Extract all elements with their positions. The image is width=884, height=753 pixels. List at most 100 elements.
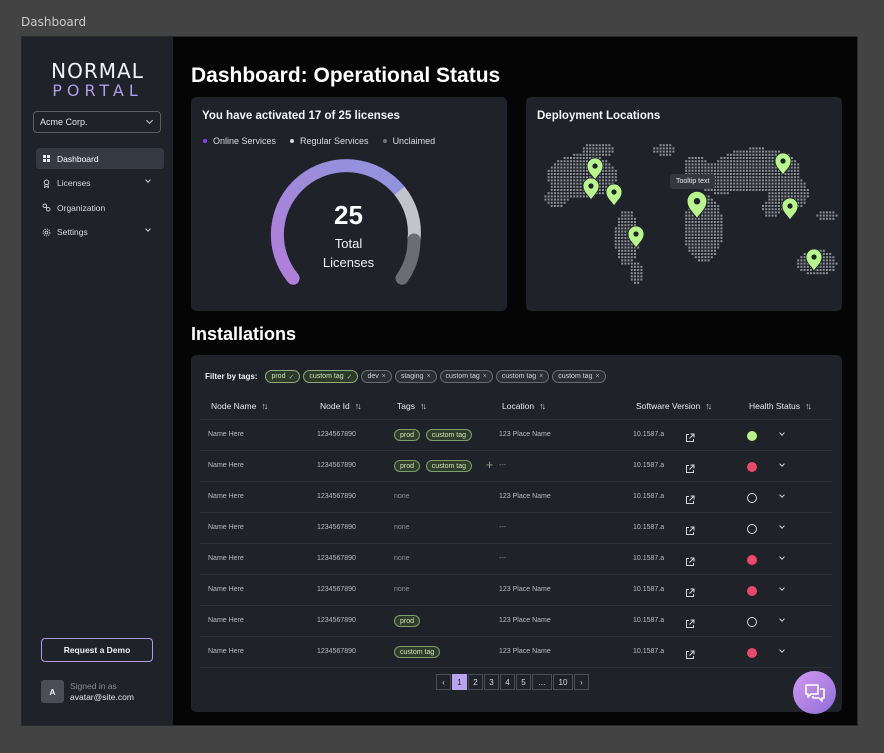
table-row[interactable]: Name Here 1234567890 none 123 Place Name 10.…: [200, 482, 832, 513]
org-select[interactable]: Acme Corp.: [33, 111, 161, 133]
map-dot: [573, 176, 576, 179]
map-dot: [573, 160, 576, 163]
map-dot: [784, 173, 787, 175]
external-link-icon[interactable]: [685, 647, 695, 659]
logo[interactable]: NORMAL PORTAL: [22, 61, 173, 100]
row-tag-chip[interactable]: prod: [394, 460, 421, 472]
chevron-down-icon[interactable]: [779, 647, 785, 653]
table-row[interactable]: Name Here 1234567890 prod custom tag + --- 10.…: [200, 451, 832, 482]
map-dot: [717, 173, 720, 175]
map-dot: [829, 265, 832, 268]
page-button[interactable]: 4: [500, 674, 515, 690]
page-button[interactable]: 1: [452, 674, 467, 690]
page-button[interactable]: ...: [532, 674, 552, 690]
sidebar-item-organization[interactable]: Organization: [36, 197, 164, 218]
table-row[interactable]: Name Here 1234567890 none --- 10.1587.a: [200, 544, 832, 575]
external-link-icon[interactable]: [685, 523, 695, 535]
chevron-down-icon[interactable]: [779, 585, 785, 591]
map-dot: [630, 214, 633, 217]
chevron-down-icon[interactable]: [779, 430, 785, 436]
external-link-icon[interactable]: [685, 492, 695, 504]
node-id-cell: 1234567890: [317, 524, 356, 531]
map-dot: [726, 173, 729, 175]
filter-tag-chip[interactable]: custom tag ✓: [303, 370, 359, 383]
column-node-id[interactable]: Node Id ↑↓: [320, 401, 362, 411]
add-tag-icon[interactable]: +: [485, 457, 494, 472]
row-tag-chip[interactable]: custom tag: [425, 460, 473, 472]
map-pin-icon[interactable]: [582, 177, 600, 201]
chevron-down-icon[interactable]: [779, 554, 785, 560]
filter-tag-chip[interactable]: prod ✓: [265, 370, 301, 383]
map-pin-icon[interactable]: [805, 248, 823, 272]
map-dot: [691, 249, 694, 252]
map-pin-icon[interactable]: [781, 197, 799, 221]
row-tag-chip[interactable]: custom tag: [425, 429, 473, 441]
row-tag-chip[interactable]: prod: [394, 429, 421, 441]
external-link-icon[interactable]: [685, 585, 695, 597]
filter-tag-chip[interactable]: custom tag ×: [439, 370, 493, 383]
sidebar-item-dashboard[interactable]: Dashboard: [36, 148, 164, 169]
column-software-version[interactable]: Software Version ↑↓: [636, 401, 712, 411]
map-dot: [624, 246, 627, 249]
external-link-icon[interactable]: [685, 461, 695, 473]
map-dot: [637, 265, 640, 268]
map-dot: [781, 185, 784, 188]
map-dot: [550, 189, 553, 191]
map-pin-icon[interactable]: [627, 225, 645, 249]
chevron-down-icon[interactable]: [779, 461, 785, 467]
chevron-down-icon[interactable]: [779, 492, 785, 498]
table-row[interactable]: Name Here 1234567890 none --- 10.1587.a: [200, 513, 832, 544]
map-dot: [710, 233, 713, 236]
map-dot: [730, 157, 732, 159]
page-button[interactable]: 2: [468, 674, 483, 690]
external-link-icon[interactable]: [685, 554, 695, 566]
map-dot: [806, 262, 809, 265]
row-tag-chip[interactable]: prod: [394, 615, 421, 627]
sidebar-item-settings[interactable]: Settings: [36, 222, 164, 243]
signed-in-user[interactable]: A Signed in as avatar@site.com: [41, 680, 134, 703]
map-dot: [576, 166, 579, 169]
page-button[interactable]: 10: [553, 674, 573, 690]
table-row[interactable]: Name Here 1234567890 none 123 Place Name 10.…: [200, 575, 832, 606]
page-button[interactable]: 5: [516, 674, 531, 690]
map-pin-icon[interactable]: [586, 157, 604, 181]
chevron-down-icon[interactable]: [779, 616, 785, 622]
map-dot: [634, 221, 636, 223]
map-dot: [656, 147, 659, 150]
map-pin-icon[interactable]: [686, 190, 708, 220]
page-button[interactable]: 3: [484, 674, 499, 690]
map-dot: [819, 249, 822, 252]
map-dot: [765, 160, 768, 163]
chat-button[interactable]: [793, 671, 836, 714]
request-demo-button[interactable]: Request a Demo: [41, 638, 153, 662]
table-row[interactable]: Name Here 1234567890 custom tag 123 Place N…: [200, 637, 832, 668]
filter-tag-chip[interactable]: custom tag ×: [552, 370, 606, 383]
table-row[interactable]: Name Here 1234567890 prod custom tag 123 Pla…: [200, 420, 832, 451]
map-dot: [797, 259, 800, 262]
external-link-icon[interactable]: [685, 430, 695, 442]
column-node-name[interactable]: Node Name ↑↓: [211, 401, 268, 411]
map-pin-icon[interactable]: [605, 183, 623, 207]
map-dot: [723, 173, 726, 175]
software-version-cell: 10.1587.a: [633, 648, 665, 655]
filter-tag-chip[interactable]: dev ×: [361, 370, 392, 383]
column-tags[interactable]: Tags ↑↓: [397, 401, 427, 411]
sidebar-item-licenses[interactable]: Licenses: [36, 173, 164, 194]
close-icon: ×: [595, 373, 600, 380]
column-location[interactable]: Location ↑↓: [502, 401, 546, 411]
map-dot: [704, 243, 707, 246]
map-pin-icon[interactable]: [774, 152, 792, 176]
table-row[interactable]: Name Here 1234567890 prod 123 Place Name 10.…: [200, 606, 832, 637]
map-dot: [550, 198, 553, 201]
chevron-down-icon[interactable]: [779, 523, 785, 529]
next-page-button[interactable]: ›: [574, 674, 589, 690]
filter-label: Filter by tags:: [205, 372, 258, 381]
filter-tag-chip[interactable]: custom tag ×: [495, 370, 550, 383]
row-tag-chip[interactable]: custom tag: [394, 646, 441, 658]
map-dot: [717, 214, 720, 217]
column-health-status[interactable]: Health Status ↑↓: [749, 401, 812, 411]
map-dot: [707, 233, 710, 236]
external-link-icon[interactable]: [685, 616, 695, 628]
filter-tag-chip[interactable]: staging ×: [394, 370, 437, 383]
prev-page-button[interactable]: ‹: [436, 674, 451, 690]
